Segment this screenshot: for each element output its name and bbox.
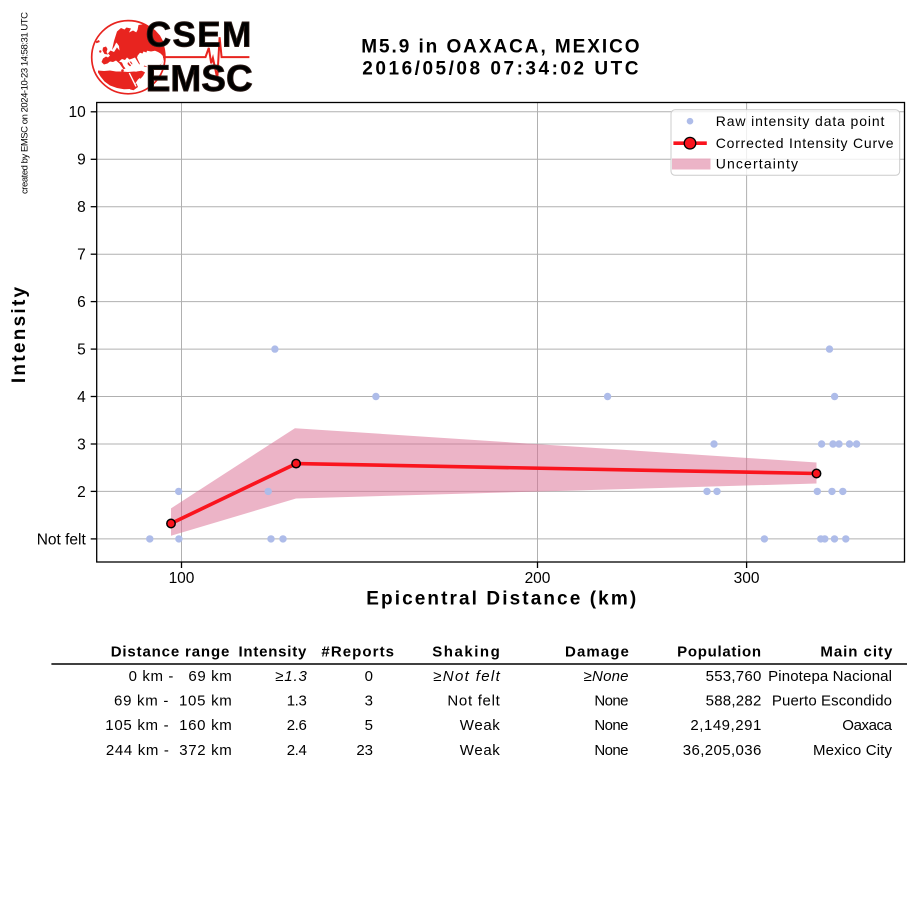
svg-text:None: None — [594, 742, 628, 759]
svg-text:Uncertainty: Uncertainty — [716, 156, 798, 172]
svg-text:9: 9 — [77, 152, 86, 169]
svg-text:1.3: 1.3 — [287, 693, 307, 710]
svg-text:2.6: 2.6 — [287, 717, 307, 734]
svg-text:Weak: Weak — [460, 717, 501, 734]
svg-text:Not felt: Not felt — [447, 693, 500, 710]
svg-text:553,760: 553,760 — [706, 668, 762, 685]
svg-text:23: 23 — [356, 742, 373, 759]
svg-text:#Reports: #Reports — [321, 644, 394, 661]
svg-text:CSEM: CSEM — [146, 15, 252, 54]
svg-text:300: 300 — [734, 570, 760, 587]
svg-text:6: 6 — [77, 294, 86, 311]
svg-text:Oaxaca: Oaxaca — [842, 717, 892, 734]
svg-text:Population: Population — [677, 644, 761, 661]
svg-text:105 km - 160 km: 105 km - 160 km — [105, 717, 231, 734]
svg-text:3: 3 — [365, 693, 373, 710]
svg-text:Distance range: Distance range — [111, 644, 230, 661]
svg-text:created by EMSC on 2024-10-23: created by EMSC on 2024-10-23 14:58:31 U… — [20, 12, 31, 194]
svg-text:2016/05/08 07:34:02 UTC: 2016/05/08 07:34:02 UTC — [362, 59, 638, 80]
svg-text:0 km - 69 km: 0 km - 69 km — [129, 668, 232, 685]
svg-text:36,205,036: 36,205,036 — [683, 742, 762, 759]
svg-text:8: 8 — [77, 199, 86, 216]
svg-text:244 km - 372 km: 244 km - 372 km — [106, 742, 232, 759]
svg-text:Intensity: Intensity — [9, 286, 30, 383]
svg-text:5: 5 — [77, 342, 86, 359]
svg-text:4: 4 — [77, 389, 86, 406]
svg-text:7: 7 — [77, 247, 86, 264]
svg-text:None: None — [594, 693, 628, 710]
svg-text:3: 3 — [77, 436, 86, 453]
svg-text:588,282: 588,282 — [706, 693, 762, 710]
svg-text:5: 5 — [365, 717, 373, 734]
svg-text:0: 0 — [365, 668, 373, 685]
svg-text:Puerto Escondido: Puerto Escondido — [772, 693, 892, 710]
svg-text:Damage: Damage — [565, 644, 629, 661]
svg-text:10: 10 — [69, 104, 87, 121]
svg-text:200: 200 — [525, 570, 551, 587]
svg-text:100: 100 — [169, 570, 195, 587]
svg-text:2: 2 — [77, 484, 86, 501]
svg-text:Corrected Intensity Curve: Corrected Intensity Curve — [716, 135, 894, 151]
svg-text:EMSC: EMSC — [146, 58, 253, 99]
svg-text:Pinotepa Nacional: Pinotepa Nacional — [768, 668, 892, 685]
svg-text:Shaking: Shaking — [432, 644, 500, 661]
svg-text:Main city: Main city — [820, 644, 893, 661]
svg-text:None: None — [594, 717, 628, 734]
svg-text:Intensity: Intensity — [239, 644, 307, 661]
svg-text:Weak: Weak — [460, 742, 501, 759]
svg-text:2,149,291: 2,149,291 — [690, 717, 761, 734]
svg-text:69 km - 105 km: 69 km - 105 km — [114, 693, 232, 710]
svg-text:Mexico City: Mexico City — [813, 742, 893, 759]
svg-text:Raw intensity data point: Raw intensity data point — [716, 113, 885, 129]
svg-text:≥None: ≥None — [584, 668, 629, 685]
svg-text:2.4: 2.4 — [287, 742, 307, 759]
svg-text:≥1.3: ≥1.3 — [275, 668, 307, 685]
svg-text:≥Not felt: ≥Not felt — [433, 668, 500, 685]
svg-text:Not felt: Not felt — [37, 531, 87, 548]
svg-text:M5.9 in OAXACA, MEXICO: M5.9 in OAXACA, MEXICO — [361, 36, 639, 57]
